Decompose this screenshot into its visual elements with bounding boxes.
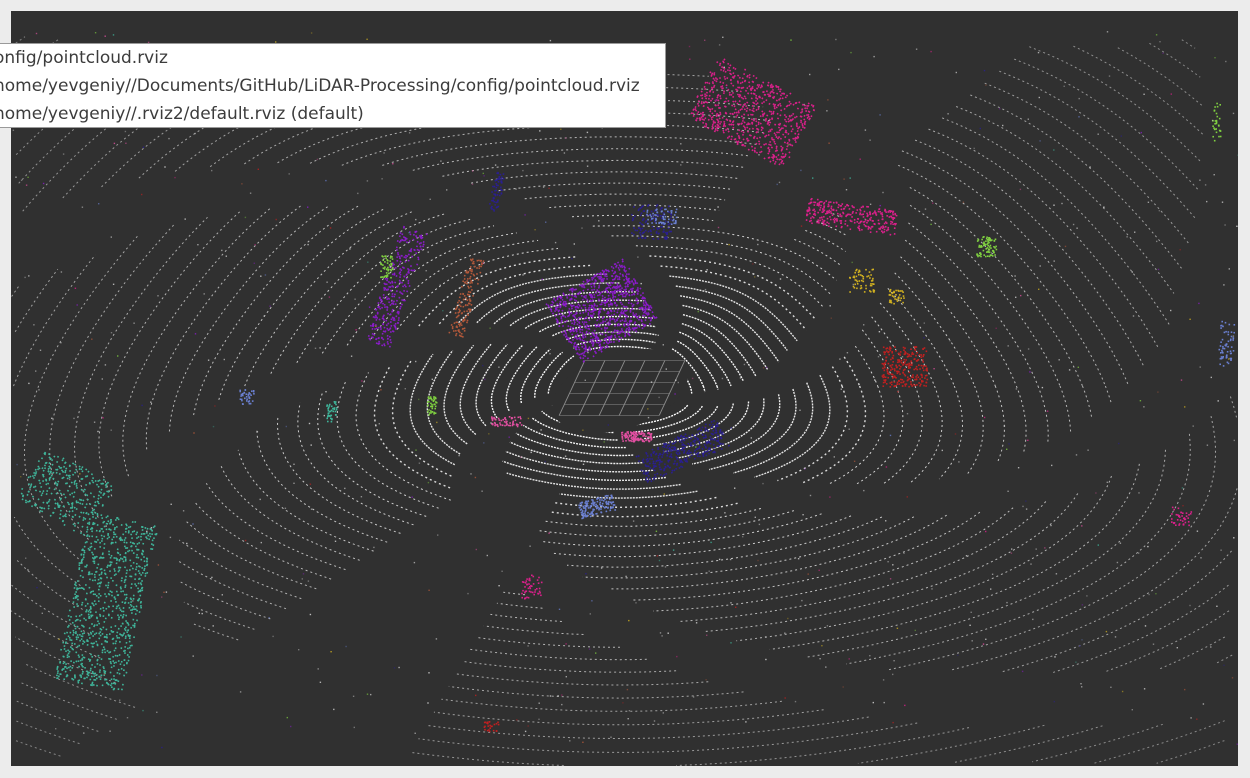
point-cluster <box>976 236 998 258</box>
point-cluster <box>805 197 898 236</box>
point-cluster <box>849 268 876 293</box>
point-cluster <box>631 204 673 240</box>
point-cluster <box>483 721 500 733</box>
config-file-dropdown-list[interactable]: onfig/pointcloud.rviz home/yevgeniy//Doc… <box>0 43 666 128</box>
point-cluster <box>545 258 658 363</box>
point-cluster <box>239 389 255 405</box>
point-cluster <box>1212 102 1222 142</box>
point-cluster <box>621 431 653 443</box>
point-cluster <box>367 225 428 348</box>
point-cluster <box>578 494 617 520</box>
point-cluster <box>491 416 523 428</box>
config-option-pointcloud-short[interactable]: onfig/pointcloud.rviz <box>0 48 168 68</box>
point-cluster <box>1171 506 1193 527</box>
point-cluster <box>488 171 505 212</box>
sparse-points <box>12 31 1238 749</box>
point-cluster <box>1218 320 1236 367</box>
sensor-blind-spot <box>552 348 688 434</box>
ground-scan-rings <box>11 36 1238 766</box>
point-cluster <box>448 258 485 338</box>
point-cluster <box>326 401 338 423</box>
point-cluster <box>646 208 678 225</box>
point-cluster <box>635 419 730 483</box>
3d-viewport[interactable] <box>11 11 1238 766</box>
point-cluster <box>521 574 543 600</box>
point-cluster <box>690 58 816 166</box>
point-cluster <box>56 511 158 691</box>
object-clusters <box>20 58 1236 733</box>
point-cluster <box>20 451 113 536</box>
config-option-pointcloud-full[interactable]: home/yevgeniy//Documents/GitHub/LiDAR-Pr… <box>0 76 640 96</box>
point-cluster <box>426 396 438 416</box>
point-cluster <box>380 255 394 279</box>
pointcloud-scene[interactable] <box>11 11 1238 766</box>
config-option-default[interactable]: home/yevgeniy//.rviz2/default.rviz (defa… <box>0 104 364 124</box>
point-cluster <box>888 288 905 305</box>
reference-grid <box>558 360 686 416</box>
point-cluster <box>881 346 929 388</box>
